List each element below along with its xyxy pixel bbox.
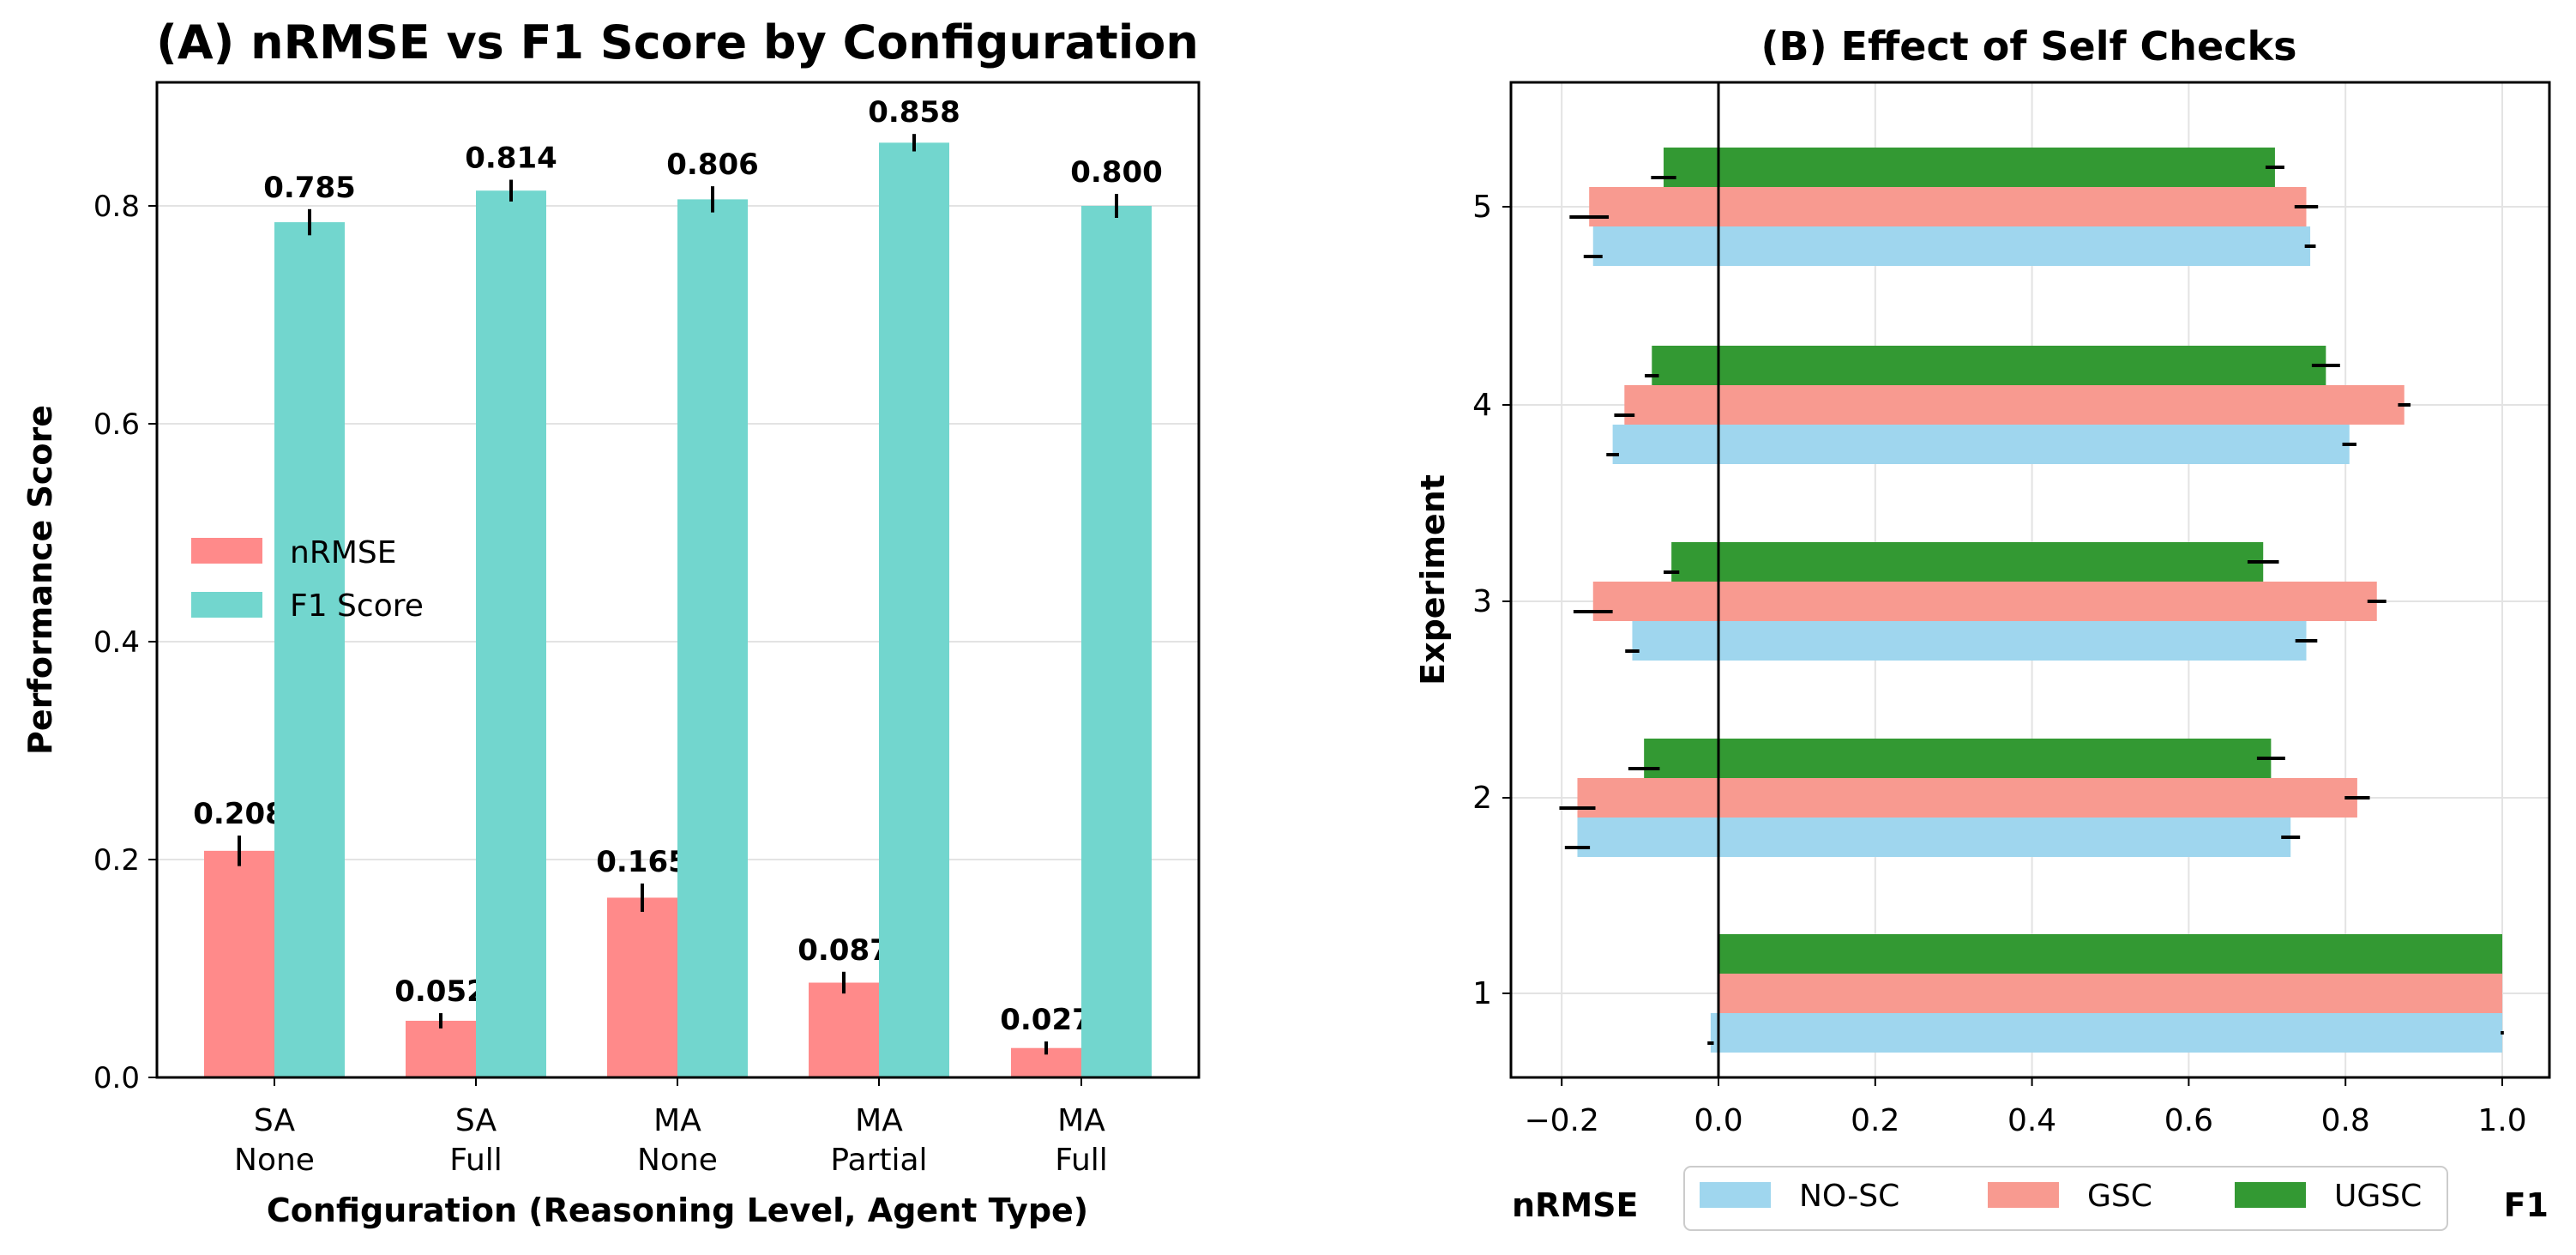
legend-label-nrmse: nRMSE — [290, 535, 397, 570]
bar-gsc — [1624, 385, 2404, 425]
x-tick-label-line1: SA — [254, 1103, 296, 1138]
y-tick-label: 4 — [1472, 388, 1492, 423]
y-tick-label: 2 — [1472, 781, 1492, 816]
bar-nrmse — [204, 850, 274, 1077]
data-label-nrmse: 0.165 — [596, 845, 689, 879]
data-label-f1: 0.800 — [1070, 155, 1163, 190]
data-label-nrmse: 0.052 — [394, 974, 487, 1009]
panel-b-right-label: F1 — [2504, 1186, 2549, 1224]
legend-label-gsc: GSC — [2087, 1179, 2152, 1214]
x-tick-label: 0.8 — [2321, 1103, 2370, 1138]
y-tick-label: 1 — [1472, 976, 1492, 1011]
data-label-nrmse: 0.087 — [797, 933, 890, 968]
x-tick-label: 0.0 — [1694, 1103, 1742, 1138]
bar-ugsc — [1718, 934, 2502, 974]
x-tick-label: 0.2 — [1851, 1103, 1899, 1138]
x-tick-label-line1: MA — [653, 1103, 701, 1138]
panel-b-ylabel: Experiment — [1414, 474, 1452, 685]
y-tick-label: 3 — [1472, 584, 1492, 619]
panel-a-ticks: 0.0 0.2 0.4 0.6 0.8 SA None SA Full MA None MA Parti… — [93, 190, 1108, 1178]
bar-no-sc — [1612, 425, 2350, 464]
bar-f1 — [476, 190, 546, 1078]
bar-gsc — [1577, 778, 2357, 818]
legend-swatch-nrmse — [191, 538, 262, 564]
bar-gsc — [1589, 187, 2307, 226]
x-tick-label-line1: MA — [1057, 1103, 1105, 1138]
legend-label-nosc: NO-SC — [1799, 1179, 1899, 1214]
data-label-f1: 0.785 — [263, 171, 356, 205]
legend-swatch-nosc — [1700, 1182, 1771, 1208]
y-tick-label: 0.4 — [93, 625, 140, 660]
bar-f1 — [1081, 206, 1152, 1077]
bar-ugsc — [1671, 542, 2264, 582]
bar-ugsc — [1644, 739, 2272, 778]
y-tick-label: 5 — [1472, 190, 1492, 225]
bar-ugsc — [1664, 148, 2275, 187]
legend-label-ugsc: UGSC — [2334, 1179, 2422, 1214]
panel-b-legend: NO-SC GSC UGSC — [1683, 1166, 2448, 1231]
panel-a-title: (A) nRMSE vs F1 Score by Configuration — [156, 15, 1199, 69]
panel-b: (B) Effect of Self Checks −0.2 0.0 0.2 0.4 0… — [1414, 23, 2551, 1231]
bar-no-sc — [1592, 226, 2311, 266]
data-label-nrmse: 0.208 — [193, 797, 286, 831]
x-tick-label-line1: SA — [455, 1103, 497, 1138]
x-tick-label: 1.0 — [2477, 1103, 2526, 1138]
panel-b-ticks: −0.2 0.0 0.2 0.4 0.6 0.8 1.0 1 2 3 4 5 — [1472, 190, 2527, 1138]
data-label-nrmse: 0.027 — [1000, 1003, 1092, 1037]
panel-a-legend: nRMSE F1 Score — [191, 535, 424, 624]
x-tick-label-line2: None — [637, 1143, 718, 1178]
panel-a-xlabel: Configuration (Reasoning Level, Agent Ty… — [267, 1192, 1088, 1229]
y-tick-label: 0.6 — [93, 407, 140, 442]
bar-gsc — [1592, 582, 2377, 621]
x-tick-label-line2: Full — [1055, 1143, 1108, 1178]
panel-b-title: (B) Effect of Self Checks — [1761, 23, 2297, 69]
legend-swatch-gsc — [1988, 1182, 2059, 1208]
bar-no-sc — [1632, 621, 2307, 661]
legend-swatch-ugsc — [2235, 1182, 2306, 1208]
y-tick-label: 0.2 — [93, 843, 140, 878]
y-tick-label: 0.0 — [93, 1061, 140, 1095]
bar-f1 — [879, 142, 949, 1078]
data-label-f1: 0.858 — [868, 95, 960, 130]
data-label-f1: 0.814 — [465, 142, 557, 176]
x-tick-label-line2: Partial — [830, 1143, 927, 1178]
x-tick-label-line1: MA — [855, 1103, 903, 1138]
panel-a: (A) nRMSE vs F1 Score by Configuration 0… — [21, 15, 1201, 1229]
legend-label-f1: F1 Score — [290, 588, 424, 624]
bar-ugsc — [1652, 346, 2326, 385]
bar-no-sc — [1710, 1013, 2502, 1053]
bar-no-sc — [1577, 818, 2291, 857]
panel-b-frame — [1509, 81, 2551, 1079]
panel-b-left-label: nRMSE — [1512, 1186, 1638, 1224]
y-tick-label: 0.8 — [93, 190, 140, 224]
bar-nrmse — [809, 982, 879, 1077]
bar-f1 — [677, 199, 748, 1077]
panel-a-ylabel: Performance Score — [21, 405, 59, 755]
x-tick-label: 0.6 — [2164, 1103, 2213, 1138]
x-tick-label: −0.2 — [1524, 1103, 1598, 1138]
data-label-f1: 0.806 — [666, 148, 759, 182]
bar-nrmse — [406, 1020, 476, 1077]
bar-nrmse — [607, 897, 677, 1077]
panel-b-bars — [1559, 148, 2504, 1053]
x-tick-label-line2: Full — [449, 1143, 503, 1178]
bar-f1 — [274, 222, 345, 1077]
legend-swatch-f1 — [191, 592, 262, 618]
bar-gsc — [1718, 974, 2502, 1013]
x-tick-label: 0.4 — [2007, 1103, 2056, 1138]
x-tick-label-line2: None — [234, 1143, 315, 1178]
panel-a-bars: 0.208 0.785 0.052 0.814 0.165 0.806 0.087 0.858… — [193, 95, 1163, 1078]
